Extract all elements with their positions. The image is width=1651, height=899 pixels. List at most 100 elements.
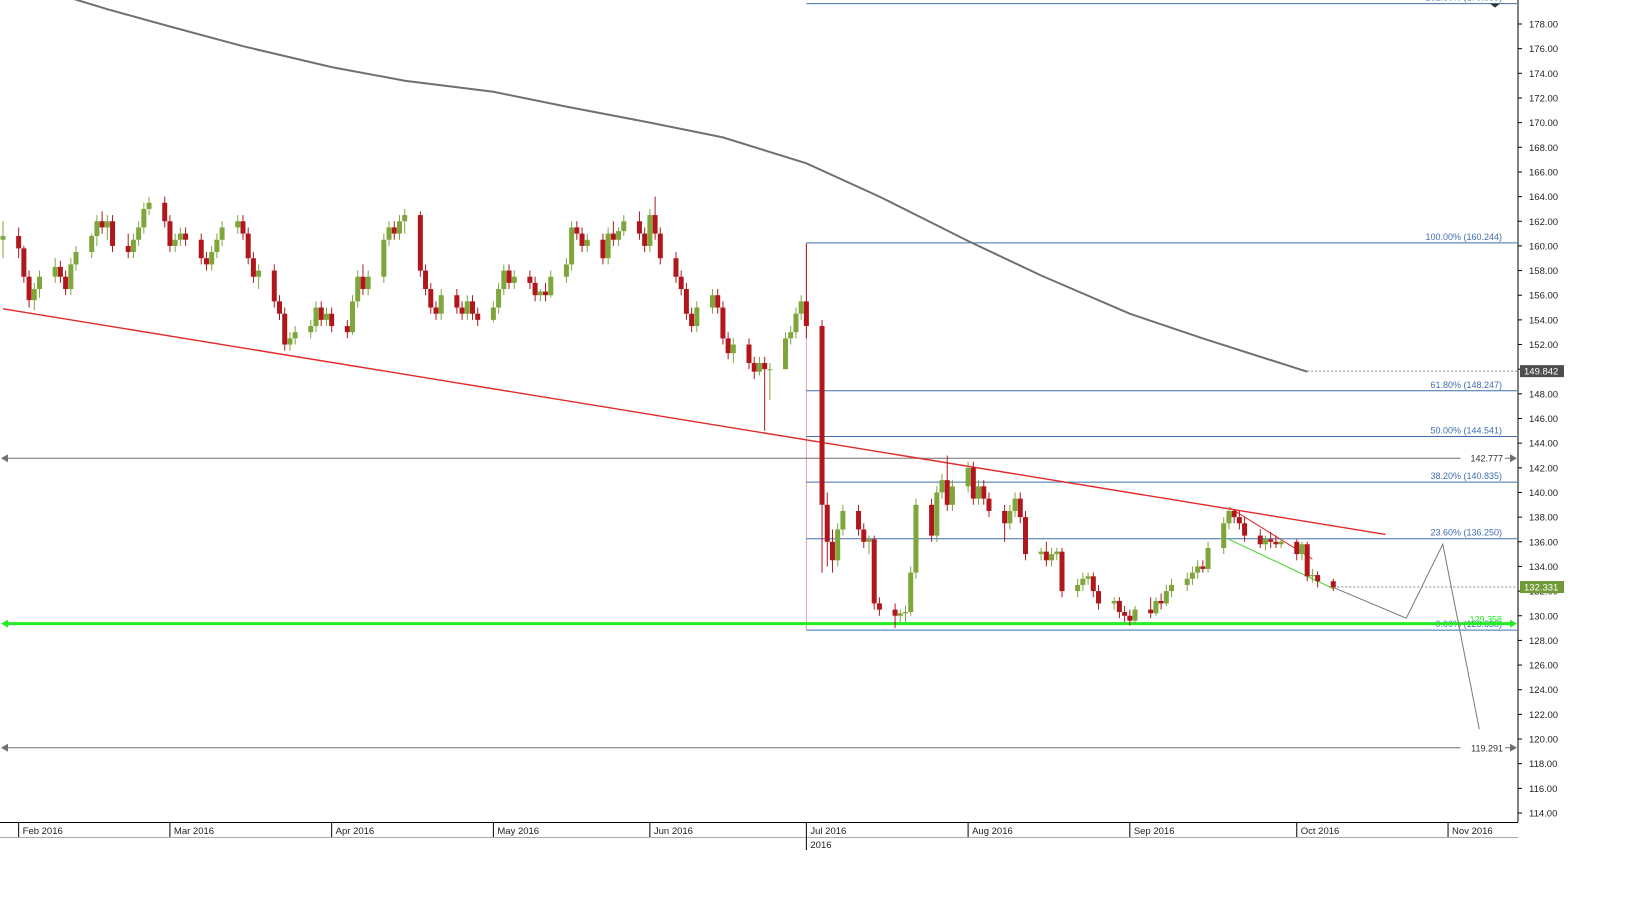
candle-body: [616, 231, 622, 240]
candle-body: [563, 264, 569, 277]
x-tick-label: Mar 2016: [174, 826, 214, 837]
candle-body: [1017, 498, 1023, 518]
candle-body: [720, 307, 726, 339]
left-arrow-icon: [1, 743, 8, 752]
candle-body: [829, 541, 835, 561]
candle-body: [1309, 575, 1315, 577]
projection-path: [1333, 542, 1480, 730]
candle-body: [730, 344, 736, 354]
candle-body: [793, 313, 799, 333]
y-tick-label: 118.00: [1529, 759, 1557, 770]
candle-body: [136, 227, 142, 240]
y-tick-label: 152.00: [1529, 340, 1558, 351]
horizontal-line-label: 142.777: [1470, 454, 1503, 464]
y-tick-label: 128.00: [1529, 636, 1558, 647]
y-tick-label: 148.00: [1529, 389, 1558, 400]
candle-body: [970, 467, 976, 499]
candle-body: [689, 313, 695, 327]
candle-body: [1315, 575, 1321, 582]
candle-body: [433, 307, 439, 314]
y-tick-label: 156.00: [1529, 291, 1558, 302]
candle-body: [214, 239, 220, 253]
y-tick-label: 146.00: [1529, 414, 1558, 425]
y-tick-label: 176.00: [1529, 44, 1558, 55]
candle-body: [94, 221, 100, 237]
x-tick-label: Nov 2016: [1452, 826, 1493, 837]
candle-body: [21, 248, 27, 277]
candle-body: [313, 307, 319, 327]
y-tick-label: 122.00: [1529, 710, 1558, 721]
candle-body: [292, 332, 298, 339]
candle-body: [819, 326, 825, 505]
candle-body: [986, 498, 992, 511]
candle-body: [1002, 510, 1008, 524]
horizontal-line-label: 129.358: [1469, 615, 1502, 625]
candle-body: [840, 510, 846, 530]
candle-body: [360, 276, 366, 290]
candle-body: [939, 480, 945, 493]
candle-body: [892, 609, 898, 616]
y-tick-label: 124.00: [1529, 685, 1558, 696]
candle-body: [350, 301, 356, 333]
fib-top-arrow-icon: [1490, 3, 1500, 8]
candle-body: [929, 504, 935, 536]
candle-body: [417, 215, 423, 271]
horizontal-lines: 142.777 119.291 129.358: [1, 452, 1517, 754]
candle-body: [235, 221, 241, 228]
candle-body: [1221, 523, 1227, 548]
candle-body: [1022, 517, 1028, 555]
candle-body: [876, 603, 882, 610]
candle-body: [490, 307, 496, 320]
candle-body: [501, 270, 507, 290]
candle-body: [543, 291, 549, 296]
candle-body: [871, 539, 877, 604]
candle-body: [621, 221, 627, 232]
candle-body: [532, 282, 538, 296]
candle-body: [1278, 541, 1284, 545]
price-labels: 132.331 149.842: [1337, 3, 1564, 594]
candle-body: [856, 510, 862, 530]
candle-body: [1049, 554, 1055, 561]
candle-body: [657, 233, 663, 259]
candle-body: [1200, 566, 1206, 569]
candle-body: [548, 276, 554, 296]
candle-body: [1148, 609, 1154, 614]
candle-body: [751, 363, 757, 372]
candle-body: [511, 276, 517, 283]
candle-body: [636, 221, 642, 234]
candle-body: [1184, 578, 1190, 585]
candle-body: [725, 338, 731, 354]
candle-body: [386, 227, 392, 240]
y-tick-label: 126.00: [1529, 661, 1558, 672]
candle-body: [1007, 510, 1013, 524]
candle-body: [475, 313, 481, 320]
candle-body: [276, 301, 282, 314]
horizontal-line-label: 119.291: [1471, 743, 1503, 753]
candle-body: [323, 313, 329, 320]
candle-body: [798, 301, 804, 314]
candle-body: [177, 233, 183, 240]
candle-body: [1268, 539, 1274, 542]
candle-body: [318, 307, 324, 320]
candle-body: [803, 301, 809, 327]
candle-body: [1158, 600, 1164, 604]
projection: [1333, 542, 1480, 730]
candle-body: [287, 338, 293, 345]
candle-body: [574, 227, 580, 234]
candle-body: [1127, 615, 1133, 621]
candle-body: [835, 529, 841, 561]
candle-body: [1205, 547, 1211, 569]
candle-body: [976, 486, 982, 499]
candle-body: [365, 276, 371, 290]
candle-body: [610, 233, 616, 240]
candle-body: [344, 326, 350, 333]
y-tick-label: 166.00: [1529, 167, 1558, 178]
candle-body: [1054, 551, 1060, 555]
right-arrow-icon: [1510, 743, 1517, 752]
candle-body: [934, 492, 940, 536]
candle-body: [600, 239, 606, 259]
candle-body: [198, 239, 204, 259]
candle-body: [464, 301, 470, 314]
candle-body: [1132, 609, 1138, 621]
